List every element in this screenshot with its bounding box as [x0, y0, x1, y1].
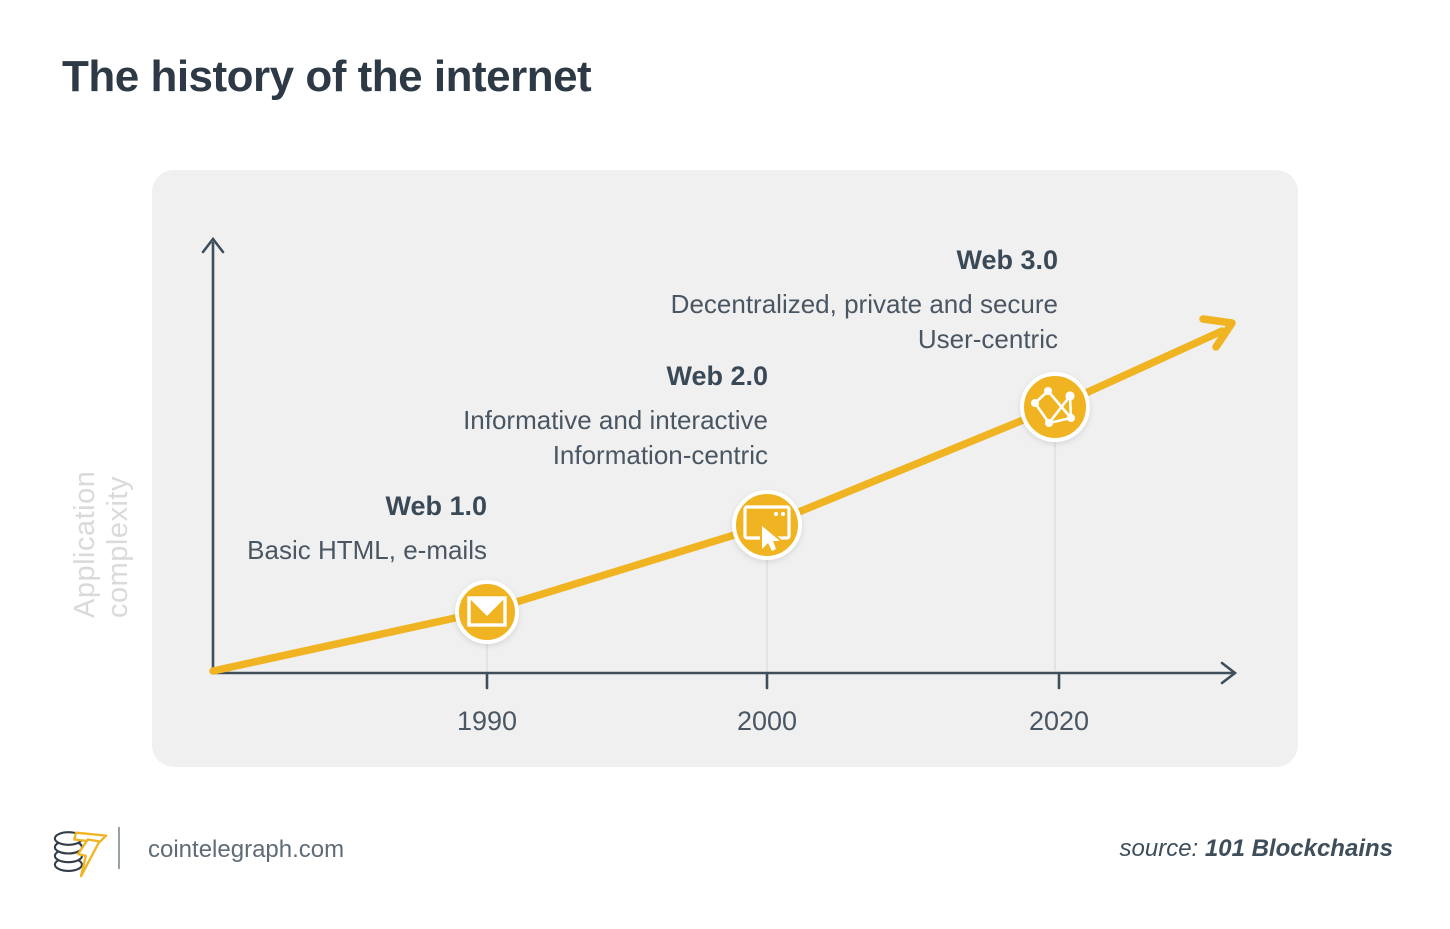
network-icon — [1031, 387, 1075, 427]
milestone-desc: User-centric — [917, 324, 1058, 354]
chart-panel — [152, 170, 1298, 767]
x-axis-arrow-icon — [1220, 661, 1238, 685]
marker-connector-lines — [486, 441, 1056, 671]
milestone-title: Web 2.0 — [666, 361, 768, 391]
milestone-label-web1: Web 1.0 Basic HTML, e-mails — [247, 491, 487, 568]
x-tick-2020: 2020 — [1028, 706, 1090, 736]
milestone-title: Web 3.0 — [956, 245, 1058, 275]
milestone-desc: Decentralized, private and secure — [670, 289, 1058, 319]
milestone-desc: Information-centric — [552, 440, 768, 470]
marker-web2 — [732, 490, 802, 560]
milestone-desc: Informative and interactive — [463, 405, 768, 435]
source-name: 101 Blockchains — [1204, 835, 1393, 862]
source-prefix: source: — [1119, 835, 1205, 862]
y-axis-arrow-icon — [201, 236, 225, 254]
page-title: The history of the internet — [62, 52, 592, 101]
x-tick-1990: 1990 — [456, 706, 518, 736]
envelope-icon — [467, 596, 507, 627]
trend-arrow-icon — [1199, 315, 1236, 351]
source-credit: source: 101 Blockchains — [1120, 835, 1393, 863]
milestone-label-web2: Web 2.0 Informative and interactive Info… — [463, 361, 768, 473]
x-axis — [211, 661, 1238, 690]
y-axis — [201, 236, 225, 675]
cointelegraph-logo-icon — [53, 831, 108, 878]
x-tick-2000: 2000 — [736, 706, 798, 736]
marker-web3 — [1020, 372, 1090, 442]
footer-divider — [118, 827, 120, 869]
browser-cursor-icon — [743, 505, 791, 553]
marker-web1 — [455, 580, 519, 644]
brand-url: cointelegraph.com — [148, 836, 345, 863]
milestone-label-web3: Web 3.0 Decentralized, private and secur… — [671, 245, 1058, 357]
milestone-title: Web 1.0 — [385, 491, 487, 521]
milestone-desc: Basic HTML, e-mails — [247, 535, 487, 565]
